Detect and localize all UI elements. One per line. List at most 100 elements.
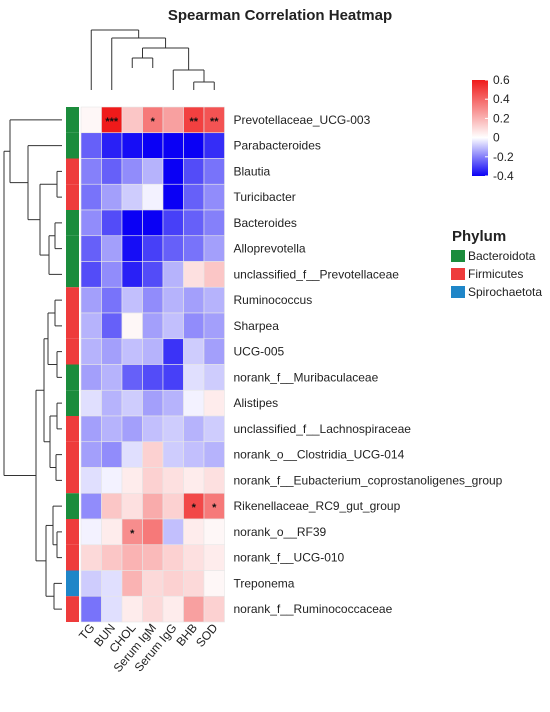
heatmap-cell: [142, 235, 164, 262]
row-label: Alloprevotella: [234, 242, 306, 256]
heatmap-cell: [121, 467, 143, 494]
heatmap-cell: [183, 595, 205, 623]
colorbar-tick-label: 0.2: [493, 111, 510, 125]
heatmap-cell: [162, 235, 184, 262]
heatmap-cell: [142, 209, 164, 237]
phylum-annotation-cell: [66, 184, 79, 210]
heatmap-cell: [162, 595, 184, 623]
heatmap-cell: [183, 389, 205, 417]
heatmap-cell: [203, 415, 225, 443]
heatmap-cell: [80, 286, 102, 314]
phylum-annotation-cell: [66, 287, 79, 313]
phylum-annotation-cell: [66, 364, 79, 391]
heatmap-cell: [101, 492, 123, 520]
heatmap-cell: [142, 338, 164, 365]
column-label: SOD: [193, 621, 221, 650]
heatmap-cell: [183, 544, 205, 571]
colorbar-tick-label: -0.4: [493, 169, 514, 183]
heatmap-cell: [162, 570, 184, 597]
significance-star: **: [189, 116, 198, 128]
heatmap-cell: [121, 209, 143, 237]
heatmap-cell: [80, 518, 102, 546]
heatmap-cell: [142, 312, 164, 340]
heatmap-cell: [183, 261, 205, 288]
heatmap-cell: [142, 132, 164, 159]
heatmap-cell: [183, 235, 205, 262]
phylum-legend: Phylum Bacteroidota Firmicutes Spirochaetot…: [451, 228, 542, 299]
phylum-legend-label: Spirochaetota: [468, 285, 542, 299]
heatmap-cell: [121, 441, 143, 468]
heatmap-cell: [183, 415, 205, 443]
heatmap-cell: [203, 364, 225, 391]
phylum-annotation-cell: [66, 210, 79, 236]
row-label: Parabacteroides: [234, 139, 321, 153]
heatmap-cell: [80, 209, 102, 237]
heatmap-cell: [203, 183, 225, 211]
heatmap-cell: [183, 364, 205, 391]
heatmap-cell: [162, 312, 184, 340]
column-dendrogram: [90, 29, 215, 90]
heatmap-cell: [183, 467, 205, 494]
heatmap-cell: [101, 312, 123, 340]
heatmap-cell: [80, 183, 102, 211]
heatmap-cell: [142, 570, 164, 597]
heatmap-cell: [162, 132, 184, 159]
phylum-annotation-cell: [66, 338, 79, 365]
heatmap-cell: [142, 389, 164, 417]
phylum-annotation-bar: [66, 107, 79, 622]
heatmap-cell: [121, 595, 143, 623]
heatmap-cell: [101, 183, 123, 211]
heatmap-cell: [203, 312, 225, 340]
heatmap-cell: [142, 286, 164, 314]
heatmap-cell: [183, 286, 205, 314]
phylum-legend-title: Phylum: [452, 228, 506, 245]
row-label: norank_f__UCG-010: [234, 551, 345, 565]
heatmap-cell: [142, 441, 164, 468]
heatmap-cell: [101, 235, 123, 262]
row-label: Turicibacter: [234, 190, 296, 204]
heatmap-cell: [162, 544, 184, 571]
heatmap-cell: [80, 312, 102, 340]
heatmap-cell: [80, 389, 102, 417]
heatmap-cell: [121, 158, 143, 185]
heatmap-cell: [101, 595, 123, 623]
heatmap-cell: [80, 544, 102, 571]
heatmap-cell: [142, 415, 164, 443]
heatmap-cell: [121, 364, 143, 391]
phylum-annotation-cell: [66, 261, 79, 288]
significance-star: ***: [105, 116, 119, 128]
heatmap-cell: [121, 338, 143, 365]
row-label: norank_f__Ruminococcaceae: [234, 602, 393, 616]
phylum-annotation-cell: [66, 390, 79, 416]
phylum-annotation-cell: [66, 441, 79, 468]
heatmap-cell: [183, 338, 205, 365]
phylum-annotation-cell: [66, 544, 79, 571]
heatmap-cell: [121, 570, 143, 597]
heatmap-cell: [121, 286, 143, 314]
heatmap-cell: [142, 492, 164, 520]
phylum-annotation-cell: [66, 596, 79, 622]
heatmap-cell: [142, 158, 164, 185]
row-label: norank_f__Muribaculaceae: [234, 370, 379, 384]
heatmap-cell: [203, 518, 225, 546]
chart-title: Spearman Correlation Heatmap: [168, 7, 392, 24]
heatmap-cell: [203, 286, 225, 314]
phylum-annotation-cell: [66, 107, 79, 133]
heatmap-cell: [183, 518, 205, 546]
phylum-legend-swatch: [451, 250, 465, 262]
heatmap-cell: [80, 415, 102, 443]
heatmap-cell: [101, 389, 123, 417]
heatmap-cell: [162, 415, 184, 443]
heatmap-cell: [203, 209, 225, 237]
phylum-legend-label: Firmicutes: [468, 267, 523, 281]
heatmap-cell: [80, 235, 102, 262]
heatmap-cell: [101, 261, 123, 288]
heatmap-cell: [80, 261, 102, 288]
phylum-legend-label: Bacteroidota: [468, 249, 536, 263]
heatmap-cell: [121, 106, 143, 134]
heatmap-cell: [142, 183, 164, 211]
row-label: unclassified_f__Prevotellaceae: [234, 267, 400, 281]
heatmap-cell: [80, 338, 102, 365]
row-labels: Prevotellaceae_UCG-003 Parabacteroides Bla…: [234, 113, 503, 616]
